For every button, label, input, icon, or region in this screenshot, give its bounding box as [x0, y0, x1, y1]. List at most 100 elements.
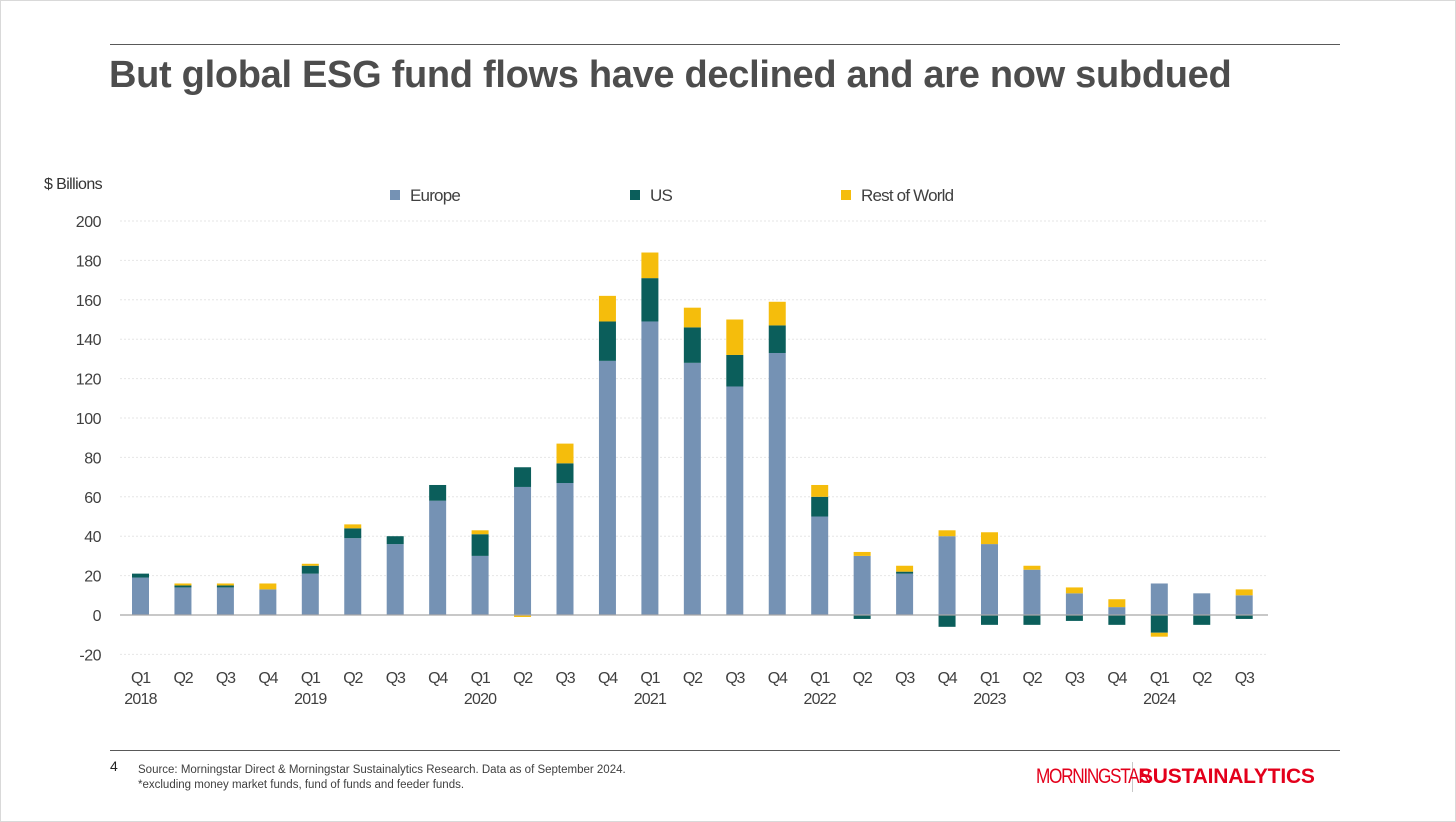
- x-year-label: 2020: [464, 691, 497, 708]
- bar-us-5: [301, 565, 319, 574]
- bar-row-5: [301, 563, 319, 566]
- x-tick-label: Q3: [895, 670, 915, 687]
- x-year-label: 2022: [803, 691, 836, 708]
- y-tick-label: 140: [76, 332, 102, 349]
- legend-us-swatch: [630, 190, 640, 200]
- bar-row-18: [853, 551, 871, 556]
- bar-europe-5: [301, 573, 319, 615]
- legend-europe: Europe: [390, 186, 461, 206]
- x-tick-label: Q1: [131, 670, 151, 687]
- x-tick-label: Q1: [810, 670, 830, 687]
- bar-us-26: [1193, 615, 1211, 625]
- x-tick-label: Q2: [513, 670, 533, 687]
- bar-europe-1: [132, 577, 149, 615]
- bar-us-8: [429, 484, 447, 501]
- slide-title: But global ESG fund flows have declined …: [109, 54, 1232, 96]
- bar-europe-27: [1235, 595, 1253, 615]
- logo-group: MORNINGSTAR SUSTAINALYTICS: [1036, 762, 1315, 792]
- bar-europe-7: [386, 544, 404, 615]
- bar-europe-21: [981, 544, 998, 615]
- bar-europe-2: [174, 587, 192, 615]
- bar-us-2: [174, 585, 192, 588]
- x-tick-label: Q1: [301, 670, 321, 687]
- bar-europe-22: [1023, 569, 1041, 615]
- bar-europe-6: [344, 538, 362, 615]
- bar-us-9: [471, 534, 489, 556]
- bar-row-4: [259, 583, 277, 590]
- bar-us-17: [811, 496, 829, 517]
- bar-row-20: [938, 530, 956, 537]
- bar-us-3: [216, 585, 234, 588]
- bar-europe-25: [1150, 583, 1168, 615]
- x-tick-label: Q2: [173, 670, 193, 687]
- x-tick-label: Q1: [640, 670, 660, 687]
- bar-row-11: [556, 443, 574, 464]
- bar-us-22: [1023, 615, 1041, 625]
- bar-europe-3: [216, 587, 234, 615]
- sustainalytics-logo: SUSTAINALYTICS: [1139, 765, 1315, 788]
- x-tick-label: Q4: [938, 670, 958, 687]
- source-line-2: *excluding money market funds, fund of f…: [138, 779, 465, 791]
- bar-row-17: [811, 484, 829, 497]
- bar-row-14: [683, 307, 701, 328]
- bar-europe-19: [896, 573, 914, 615]
- legend-row-label: Rest of World: [861, 186, 954, 205]
- bar-europe-24: [1108, 607, 1126, 615]
- legend-europe-swatch: [390, 190, 400, 200]
- x-tick-label: Q3: [1235, 670, 1255, 687]
- bar-europe-8: [429, 500, 447, 615]
- y-tick-label: -20: [79, 647, 101, 664]
- bar-us-18: [853, 615, 871, 619]
- legend-us-label: US: [650, 186, 673, 205]
- source-line-1: Source: Morningstar Direct & Morningstar…: [138, 764, 626, 776]
- bar-us-16: [768, 325, 786, 353]
- x-tick-label: Q3: [386, 670, 406, 687]
- bar-us-21: [981, 615, 998, 625]
- y-axis-unit-label: $ Billions: [44, 176, 103, 193]
- bar-europe-4: [259, 589, 277, 615]
- x-tick-label: Q4: [428, 670, 448, 687]
- bar-us-24: [1108, 615, 1126, 625]
- y-tick-label: 200: [76, 214, 102, 231]
- top-rule: [110, 44, 1340, 45]
- bar-us-25: [1150, 615, 1168, 633]
- bar-row-13: [641, 252, 659, 279]
- bar-row-2: [174, 583, 192, 586]
- bottom-rule: [110, 750, 1340, 751]
- bar-row-10: [514, 615, 532, 617]
- bar-europe-20: [938, 536, 956, 615]
- bar-europe-13: [641, 321, 659, 615]
- bar-europe-12: [598, 360, 616, 615]
- bar-europe-15: [726, 386, 744, 615]
- y-tick-label: 40: [84, 529, 101, 546]
- x-year-label: 2019: [294, 691, 327, 708]
- x-year-label: 2023: [973, 691, 1006, 708]
- bar-europe-10: [514, 486, 532, 615]
- bar-europe-26: [1193, 593, 1211, 615]
- bar-row-12: [598, 295, 616, 322]
- bar-us-14: [683, 327, 701, 363]
- y-tick-label: 0: [93, 608, 102, 625]
- legend-us: US: [630, 186, 673, 206]
- bar-row-22: [1023, 565, 1041, 570]
- x-tick-label: Q3: [556, 670, 576, 687]
- bar-row-21: [981, 532, 998, 545]
- x-tick-label: Q3: [216, 670, 236, 687]
- x-year-label: 2018: [124, 691, 157, 708]
- y-tick-label: 100: [76, 411, 102, 428]
- y-tick-label: 80: [84, 450, 101, 467]
- bar-us-13: [641, 278, 659, 322]
- y-tick-label: 180: [76, 253, 102, 270]
- morningstar-logo: MORNINGSTAR: [1036, 765, 1151, 788]
- bar-us-7: [386, 536, 404, 545]
- bar-row-15: [726, 319, 744, 355]
- y-tick-label: 60: [84, 490, 101, 507]
- x-tick-label: Q3: [1065, 670, 1085, 687]
- bar-us-6: [344, 528, 362, 539]
- x-tick-label: Q4: [598, 670, 618, 687]
- x-tick-label: Q2: [853, 670, 873, 687]
- bar-row-9: [471, 530, 489, 535]
- bar-us-27: [1235, 615, 1253, 619]
- bar-row-16: [768, 301, 786, 326]
